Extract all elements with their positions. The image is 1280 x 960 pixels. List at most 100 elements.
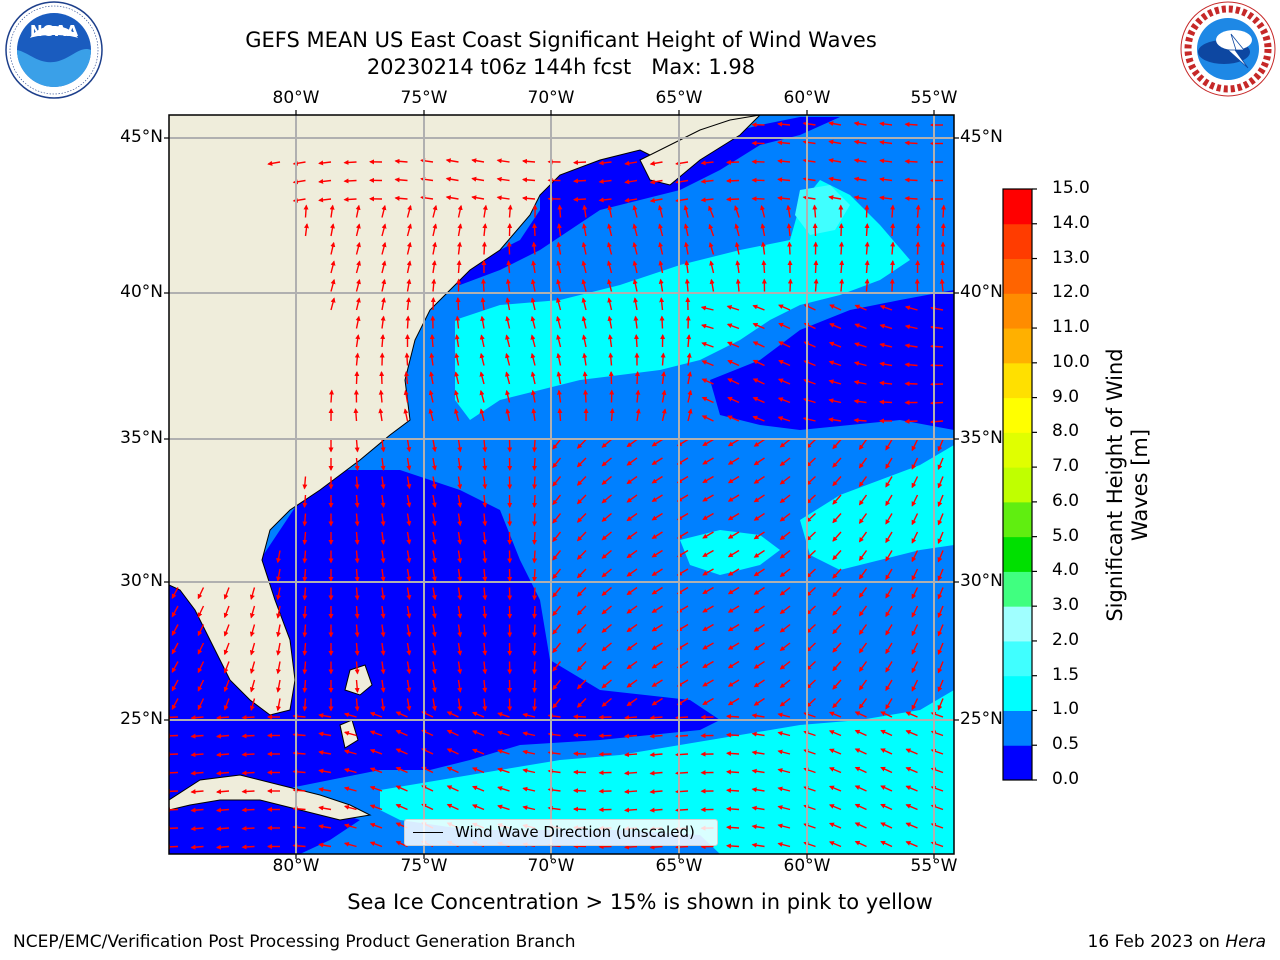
wind-wave-arrow <box>378 408 384 422</box>
wind-wave-arrow <box>828 748 842 755</box>
wind-wave-arrow <box>405 297 411 311</box>
wind-wave-arrow <box>445 158 459 164</box>
wind-wave-arrow <box>779 549 791 559</box>
wind-wave-arrow <box>651 679 663 687</box>
wind-wave-arrow <box>406 457 412 471</box>
wind-wave-arrow <box>829 304 842 311</box>
wind-wave-arrow <box>937 642 944 656</box>
wind-wave-arrow <box>885 476 893 488</box>
wind-wave-arrow <box>626 605 638 614</box>
wind-wave-arrow <box>532 568 538 582</box>
wind-wave-arrow <box>651 605 663 613</box>
wind-wave-arrow <box>607 260 613 274</box>
wind-wave-arrow <box>702 605 714 613</box>
colorbar-tick-label: 10.0 <box>1052 351 1090 372</box>
wind-wave-arrow <box>241 825 255 831</box>
wind-wave-arrow <box>380 661 386 675</box>
wind-wave-arrow <box>649 844 663 850</box>
wind-wave-arrow <box>354 605 360 619</box>
wind-wave-arrow <box>786 223 792 237</box>
wind-wave-arrow <box>626 679 638 688</box>
wind-wave-arrow <box>601 586 612 596</box>
wind-wave-arrow <box>626 531 638 540</box>
wind-wave-arrow <box>395 785 408 792</box>
wind-wave-arrow <box>598 197 612 203</box>
wind-wave-arrow <box>777 786 791 792</box>
wind-wave-arrow <box>552 661 562 672</box>
nws-logo <box>1180 1 1276 97</box>
wind-wave-arrow <box>169 770 179 776</box>
wind-wave-arrow <box>778 341 791 348</box>
wind-wave-arrow <box>779 438 791 448</box>
wind-wave-arrow <box>777 712 791 718</box>
cyan-band-north <box>455 180 910 420</box>
wind-wave-arrow <box>911 476 919 489</box>
wind-wave-arrow <box>777 397 791 404</box>
wind-wave-arrow <box>911 439 919 452</box>
wind-wave-arrow <box>429 352 435 366</box>
wind-wave-arrow <box>457 679 463 693</box>
wind-wave-arrow <box>937 531 944 545</box>
wind-wave-arrow <box>573 178 587 184</box>
wind-wave-arrow <box>355 260 361 274</box>
wind-wave-arrow <box>890 204 896 218</box>
wind-wave-arrow <box>216 789 230 795</box>
wind-wave-arrow <box>911 457 919 470</box>
wind-wave-arrow <box>911 568 919 581</box>
colorbar-tick-label: 13.0 <box>1052 247 1090 268</box>
wind-wave-arrow <box>626 457 638 466</box>
wind-wave-arrow <box>777 195 791 201</box>
wind-wave-arrow <box>318 842 332 848</box>
wind-wave-arrow <box>726 341 740 348</box>
colorbar-bin <box>1003 258 1032 294</box>
wind-wave-arrow <box>661 408 667 422</box>
wind-wave-arrow <box>832 568 842 579</box>
wind-wave-arrow <box>649 179 663 185</box>
wind-wave-arrow <box>911 587 919 600</box>
wind-wave-arrow <box>601 697 612 707</box>
wind-wave-arrow <box>939 278 945 292</box>
wind-wave-arrow <box>169 825 179 831</box>
wind-wave-arrow <box>471 195 485 201</box>
land-north-america <box>169 115 761 716</box>
wind-wave-arrow <box>735 260 741 274</box>
wind-wave-arrow <box>702 494 714 502</box>
wind-wave-arrow <box>651 457 663 465</box>
wind-wave-arrow <box>380 476 386 490</box>
sea-ice-note: Sea Ice Concentration > 15% is shown in … <box>347 890 933 914</box>
wind-wave-arrow <box>573 806 587 812</box>
wind-wave-arrow <box>446 711 459 718</box>
wind-wave-arrow <box>457 494 463 508</box>
wind-wave-arrow <box>302 587 308 601</box>
wind-wave-arrow <box>530 315 536 329</box>
wind-wave-arrow <box>249 679 256 693</box>
wind-wave-arrow <box>457 531 463 545</box>
wind-wave-arrow <box>753 697 765 706</box>
wind-wave-arrow <box>687 371 692 385</box>
wind-wave-arrow <box>431 513 437 527</box>
wind-wave-arrow <box>431 605 437 619</box>
wind-wave-arrow <box>879 121 893 127</box>
wind-wave-arrow <box>726 178 740 184</box>
wind-wave-arrow <box>216 752 230 758</box>
wind-wave-arrow <box>552 550 562 561</box>
wind-wave-arrow <box>531 408 537 422</box>
wind-wave-arrow <box>779 457 791 467</box>
wind-wave-arrow <box>354 698 360 712</box>
wind-wave-arrow <box>343 730 357 737</box>
colorbar-bin <box>1003 501 1032 538</box>
wind-wave-arrow <box>911 550 919 563</box>
wind-wave-arrow <box>858 513 868 525</box>
wind-wave-arrow <box>649 752 663 758</box>
wind-wave-arrow <box>169 788 179 794</box>
wind-wave-arrow <box>302 568 308 582</box>
wind-wave-arrow <box>752 378 765 385</box>
wind-wave-arrow <box>267 160 281 166</box>
lat-tick-label: 30°N <box>120 571 163 591</box>
wind-wave-arrow <box>879 361 893 367</box>
wind-wave-arrow <box>651 586 663 595</box>
wind-wave-arrow <box>779 531 791 541</box>
wind-wave-arrow <box>601 660 612 670</box>
wind-wave-arrow <box>318 178 332 184</box>
wind-wave-arrow <box>633 334 639 348</box>
